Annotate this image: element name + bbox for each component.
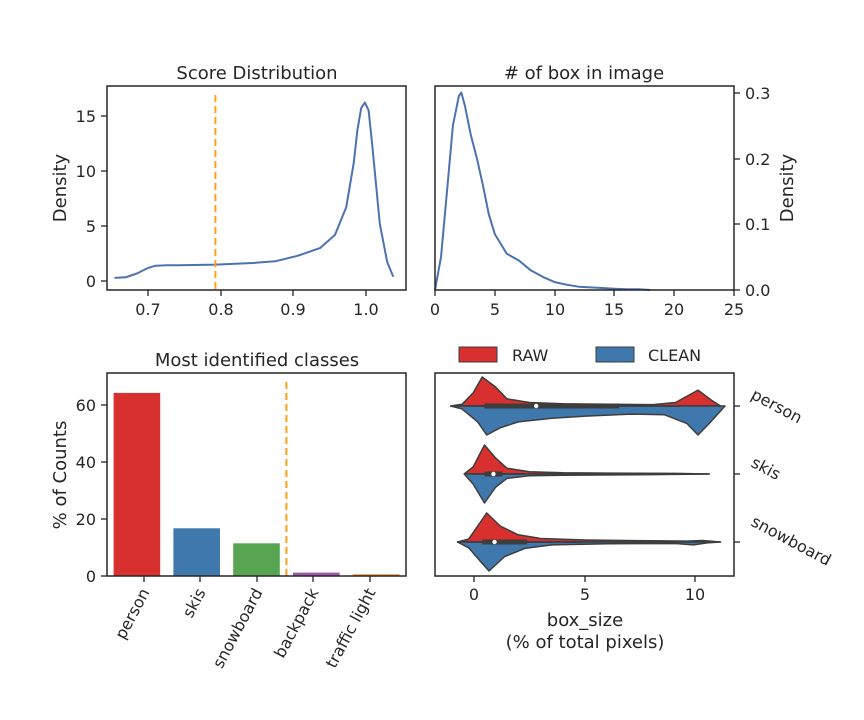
- boxes-xtick-label: 5: [490, 300, 500, 319]
- score-ytick-label: 15: [76, 107, 96, 126]
- classes-xtick-label: traffic light: [322, 585, 380, 671]
- violin-median-skis: [491, 471, 496, 477]
- classes-xtick-label: person: [111, 585, 154, 642]
- violin-ytick-label: skis: [748, 453, 784, 484]
- score-density-line: [114, 101, 395, 279]
- violin-xticks: 0 5 10: [469, 576, 705, 604]
- violin-clean-person: [449, 405, 726, 436]
- score-xticks: 0.7 0.8 0.9 1.0: [135, 290, 379, 319]
- legend-swatch-clean: [595, 346, 635, 363]
- violin-raw-skis: [463, 444, 711, 475]
- boxes-xticks: 0 5 10 15 20 25: [430, 290, 744, 319]
- score-panel: Score Distribution Density 0.7 0.8 0.9 1…: [50, 63, 407, 319]
- score-ytick-label: 10: [76, 162, 96, 181]
- violin-xtick-label: 10: [685, 585, 705, 604]
- boxes-ylabel: Density: [777, 153, 798, 222]
- classes-xtick-label: skis: [178, 585, 209, 621]
- boxes-xtick-label: 15: [604, 300, 624, 319]
- legend-swatch-raw: [458, 346, 498, 363]
- violin-xlabel-line1: box_size: [547, 610, 623, 631]
- violin-xtick-label: 5: [580, 585, 590, 604]
- violin-median-person: [533, 403, 539, 409]
- violin-clean-snowboard: [456, 541, 722, 572]
- boxes-xtick-label: 0: [430, 300, 440, 319]
- classes-ytick-label: 0: [86, 567, 96, 586]
- boxes-title: # of box in image: [504, 63, 664, 84]
- violin-xtick-label: 0: [469, 585, 479, 604]
- classes-yticks: 0 20 40 60: [76, 396, 107, 586]
- boxes-axes-frame: [434, 85, 735, 291]
- violin-panel: RAW CLEAN 0 5 10 person skis snowboard b…: [434, 346, 834, 653]
- score-title: Score Distribution: [176, 63, 337, 84]
- bar-skis: [173, 528, 220, 576]
- violin-ytick-label: snowboard: [748, 512, 834, 570]
- score-axes-frame: [106, 85, 407, 291]
- legend-label-clean: CLEAN: [648, 346, 701, 365]
- score-xtick-label: 1.0: [353, 300, 378, 319]
- score-ytick-label: 0: [86, 272, 96, 291]
- score-xtick-label: 0.8: [208, 300, 233, 319]
- violin-median-snowboard: [492, 539, 497, 545]
- violin-plot-area: [449, 376, 726, 572]
- violin-xlabel-line2: (% of total pixels): [506, 632, 665, 653]
- boxes-ytick-label: 0.2: [745, 150, 770, 169]
- bar-snowboard: [233, 543, 280, 576]
- violin-raw-person: [449, 376, 722, 407]
- boxes-plot-area: [434, 91, 651, 291]
- boxes-panel: # of box in image Density 0 5 10 15 20 2…: [430, 63, 798, 319]
- boxes-xtick-label: 10: [545, 300, 565, 319]
- classes-ytick-label: 60: [76, 396, 96, 415]
- bar-backpack: [293, 572, 340, 576]
- legend-label-raw: RAW: [512, 346, 549, 365]
- score-plot-area: [114, 95, 395, 290]
- classes-ylabel: % of Counts: [50, 421, 71, 530]
- violin-clean-skis: [463, 473, 711, 504]
- violin-yticks: person skis snowboard: [734, 385, 834, 570]
- bar-person: [113, 392, 161, 576]
- violin-raw-snowboard: [456, 512, 722, 543]
- classes-xtick-label: snowboard: [209, 585, 267, 671]
- boxes-xtick-label: 20: [664, 300, 684, 319]
- boxes-xtick-label: 25: [724, 300, 744, 319]
- classes-xtick-label: backpack: [270, 584, 323, 661]
- boxes-yticks: 0.0 0.1 0.2 0.3: [734, 84, 770, 300]
- score-xtick-label: 0.7: [135, 300, 160, 319]
- score-yticks: 0 5 10 15: [76, 107, 107, 291]
- score-xtick-label: 0.9: [280, 300, 305, 319]
- classes-title: Most identified classes: [155, 350, 359, 371]
- boxes-density-line: [434, 91, 651, 291]
- boxes-ytick-label: 0.1: [745, 215, 770, 234]
- bar-traffic-light: [352, 574, 400, 576]
- score-ytick-label: 5: [86, 217, 96, 236]
- classes-panel: Most identified classes % of Counts 0 20…: [50, 350, 407, 671]
- classes-ytick-label: 40: [76, 453, 96, 472]
- violin-legend: RAW CLEAN: [458, 346, 701, 365]
- violin-ytick-label: person: [748, 385, 805, 428]
- boxes-ytick-label: 0.3: [745, 84, 770, 103]
- classes-ytick-label: 20: [76, 510, 96, 529]
- classes-plot-area: [113, 382, 400, 576]
- classes-xticks: person skis snowboard backpack traffic l…: [111, 576, 380, 671]
- score-ylabel: Density: [50, 153, 71, 222]
- boxes-ytick-label: 0.0: [745, 281, 770, 300]
